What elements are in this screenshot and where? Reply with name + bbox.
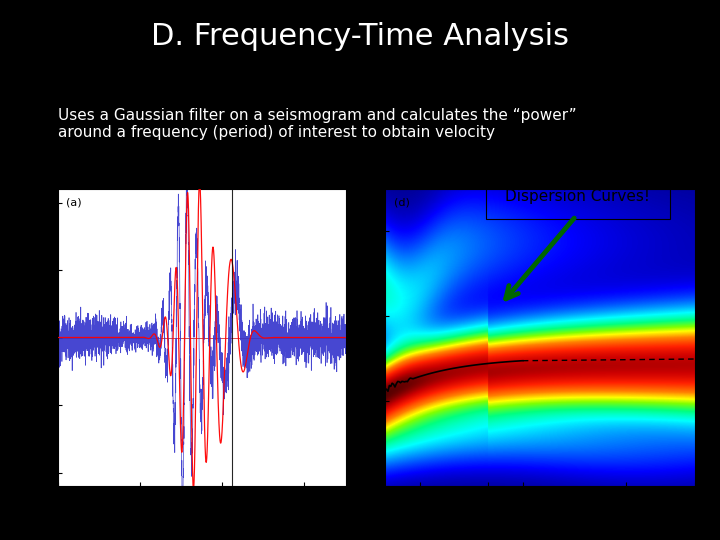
Y-axis label: velocity (km/sec): velocity (km/sec): [361, 289, 372, 386]
Text: D. Frequency-Time Analysis: D. Frequency-Time Analysis: [151, 22, 569, 51]
X-axis label: period (sec): period (sec): [507, 507, 573, 516]
Text: (d): (d): [395, 198, 410, 208]
Text: Uses a Gaussian filter on a seismogram and calculates the “power”
around a frequ: Uses a Gaussian filter on a seismogram a…: [58, 108, 576, 140]
Text: Interstation
Dispersion Curves!: Interstation Dispersion Curves!: [505, 172, 650, 204]
Text: (a): (a): [66, 198, 82, 208]
X-axis label: time (sec): time (sec): [174, 507, 230, 516]
